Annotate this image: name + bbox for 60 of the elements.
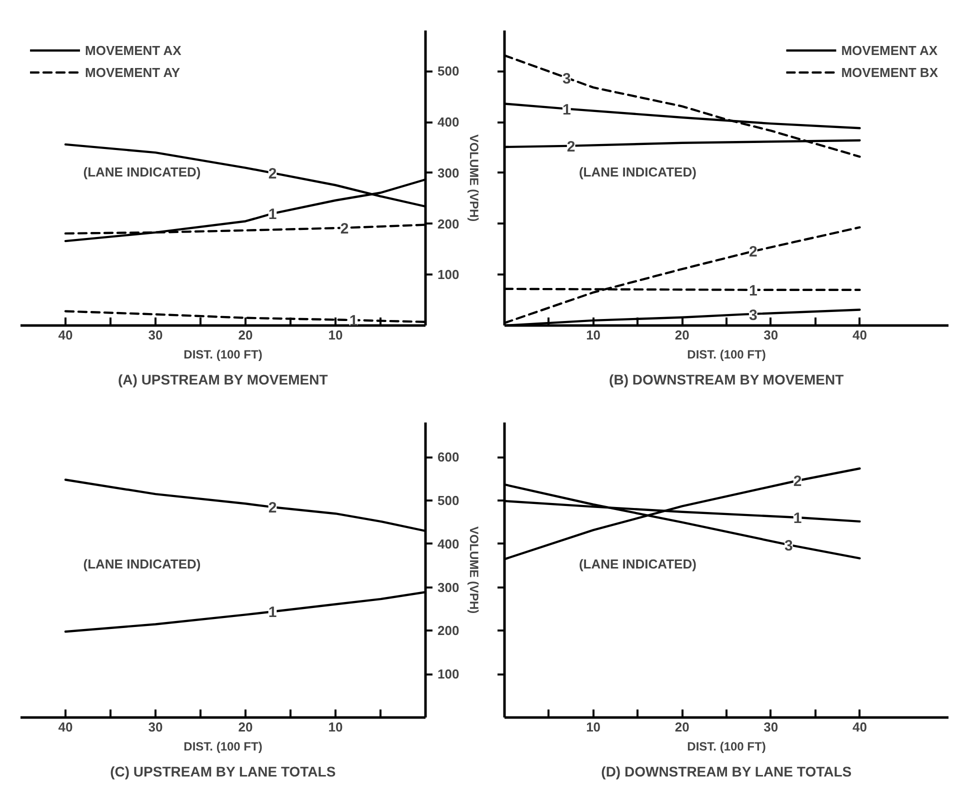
x-tick-label: 40 — [852, 328, 867, 342]
x-tick-label: 40 — [852, 720, 867, 734]
x-tick-label: 40 — [58, 720, 73, 734]
x-tick-label: 20 — [674, 720, 690, 734]
annotation: 2 — [268, 500, 277, 517]
text: (A) UPSTREAM BY MOVEMENT — [118, 372, 328, 388]
x-tick-label: 30 — [148, 328, 163, 342]
x-axis-title: DIST. (100 FT) — [687, 740, 766, 754]
y-tick-label: 200 — [438, 216, 460, 232]
x-tick-label: 10 — [586, 720, 601, 734]
y-tick-label: 600 — [438, 450, 460, 465]
annotation: 1 — [349, 312, 358, 330]
annotation: 1 — [268, 604, 277, 622]
text: (B) DOWNSTREAM BY MOVEMENT — [609, 372, 844, 388]
x-tick-label: 10 — [328, 328, 343, 342]
x-tick-label: 20 — [238, 720, 253, 734]
annotation: 1 — [268, 206, 277, 224]
y-tick-label: 300 — [438, 165, 460, 180]
y-axis-title: VOLUME (VPH) — [467, 526, 482, 614]
y-tick-label: 400 — [438, 536, 460, 552]
legend-label: MOVEMENT AY — [85, 64, 180, 80]
annotation: 2 — [566, 138, 576, 156]
annotation: (LANE INDICATED) — [83, 164, 201, 180]
text: (D) DOWNSTREAM BY LANE TOTALS — [601, 764, 852, 780]
y-tick-label: 100 — [438, 267, 460, 282]
annotation: (LANE INDICATED) — [83, 556, 201, 572]
text: (C) UPSTREAM BY LANE TOTALS — [110, 764, 336, 780]
annotation: 1 — [562, 101, 571, 118]
x-tick-label: 30 — [764, 720, 778, 734]
annotation: 3 — [784, 537, 793, 554]
x-tick-label: 30 — [148, 720, 163, 734]
annotation: 2 — [340, 220, 349, 238]
x-tick-label: 40 — [58, 328, 73, 342]
annotation: 1 — [793, 510, 802, 528]
annotation: 2 — [268, 165, 277, 182]
annotation: 2 — [748, 244, 758, 261]
annotation: (LANE INDICATED) — [578, 164, 696, 180]
x-tick-label: 10 — [328, 720, 343, 734]
x-tick-label: 20 — [674, 328, 690, 342]
x-axis-title: DIST. (100 FT) — [184, 740, 262, 754]
x-tick-label: 10 — [586, 328, 601, 342]
y-tick-label: 400 — [438, 114, 460, 130]
annotation: 1 — [748, 282, 758, 300]
annotation: 3 — [562, 70, 571, 88]
legend-label: MOVEMENT AX — [841, 42, 938, 58]
annotation: 3 — [748, 306, 758, 324]
legend-label: MOVEMENT BX — [841, 64, 938, 80]
x-axis-title: DIST. (100 FT) — [687, 348, 766, 362]
y-tick-label: 300 — [438, 580, 460, 595]
y-tick-label: 500 — [438, 493, 460, 508]
y-tick-label: 200 — [438, 623, 460, 638]
legend-label: MOVEMENT AX — [85, 42, 182, 58]
y-tick-label: 100 — [438, 666, 460, 682]
x-axis-title: DIST. (100 FT) — [184, 348, 262, 362]
y-tick-label: 500 — [438, 64, 460, 79]
annotation: (LANE INDICATED) — [578, 556, 696, 572]
x-tick-label: 20 — [238, 328, 253, 342]
y-axis-title: VOLUME (VPH) — [467, 134, 482, 222]
annotation: 2 — [793, 473, 802, 490]
x-tick-label: 30 — [764, 328, 778, 342]
